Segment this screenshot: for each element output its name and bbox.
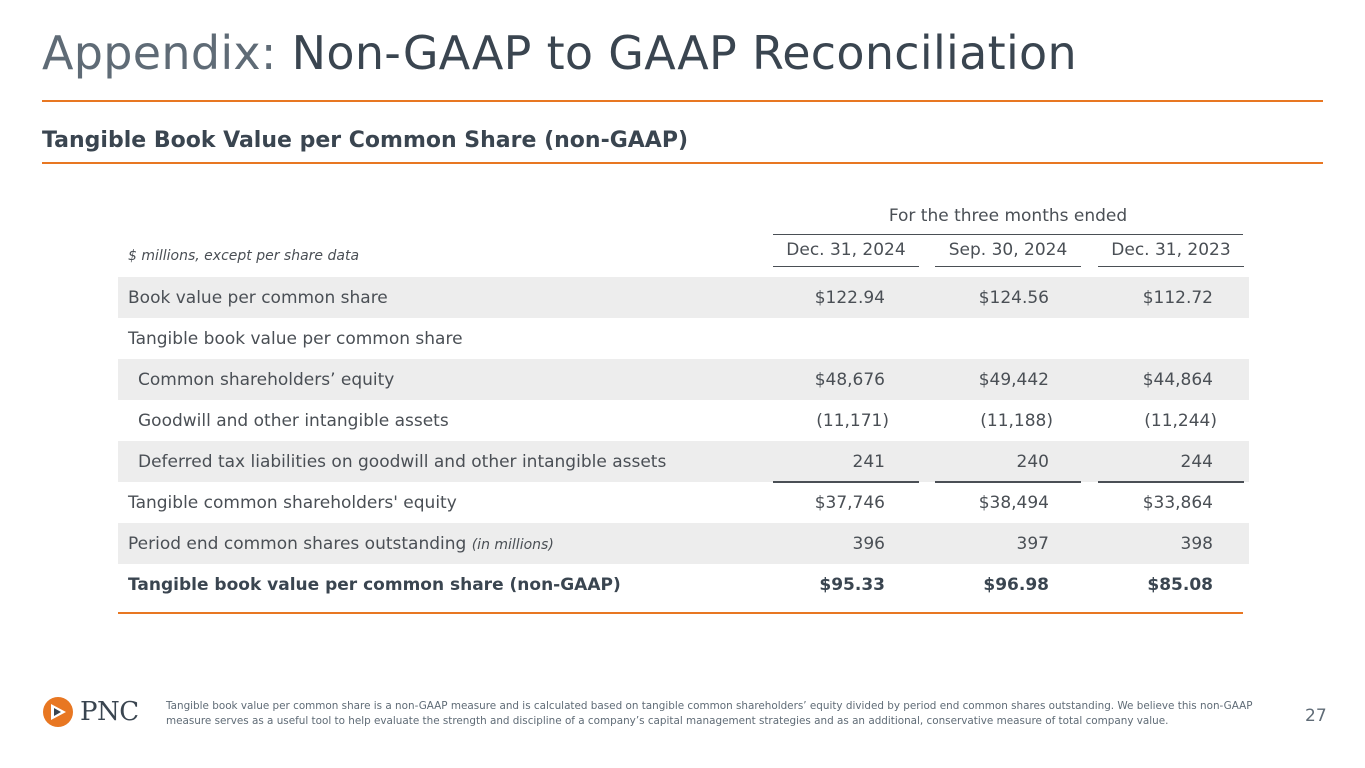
section-subtitle: Tangible Book Value per Common Share (no…	[42, 128, 688, 153]
cell-value: $44,864	[1142, 369, 1213, 390]
row-label: Tangible book value per common share (no…	[128, 574, 621, 595]
table-row: Tangible common shareholders' equity $37…	[118, 482, 1249, 523]
cell-value: $124.56	[978, 287, 1049, 308]
table-row: Common shareholders’ equity $48,676 $49,…	[118, 359, 1249, 400]
subtotal-rule	[773, 481, 919, 483]
cell-value: $95.33	[819, 574, 885, 595]
page-number: 27	[1305, 706, 1327, 726]
table-row: Period end common shares outstanding (in…	[118, 523, 1249, 564]
cell-value: $38,494	[978, 492, 1049, 513]
column-header-dec-2023: Dec. 31, 2023	[1098, 240, 1244, 267]
table-row: Deferred tax liabilities on goodwill and…	[118, 441, 1249, 482]
row-label-note: (in millions)	[471, 536, 554, 553]
row-label: Book value per common share	[128, 287, 388, 308]
cell-value: $33,864	[1142, 492, 1213, 513]
cell-value: (11,244)	[1144, 410, 1217, 431]
cell-value: 240	[1016, 451, 1049, 472]
cell-value: $48,676	[814, 369, 885, 390]
page-title: Appendix: Non-GAAP to GAAP Reconciliatio…	[42, 26, 1077, 80]
table-row-total: Tangible book value per common share (no…	[118, 564, 1249, 605]
column-header-dec-2024: Dec. 31, 2024	[773, 240, 919, 267]
row-label: Goodwill and other intangible assets	[138, 410, 449, 431]
cell-value: $122.94	[814, 287, 885, 308]
table-bottom-rule	[118, 612, 1243, 614]
cell-value: $37,746	[814, 492, 885, 513]
title-divider	[42, 100, 1323, 102]
title-main: Non-GAAP to GAAP Reconciliation	[291, 26, 1077, 80]
cell-value: $112.72	[1142, 287, 1213, 308]
table-row: Book value per common share $122.94 $124…	[118, 277, 1249, 318]
cell-value: 244	[1180, 451, 1213, 472]
row-label: Tangible book value per common share	[128, 328, 463, 349]
row-label: Period end common shares outstanding (in…	[128, 533, 554, 554]
cell-value: 398	[1180, 533, 1213, 554]
cell-value: $85.08	[1147, 574, 1213, 595]
subtitle-divider	[42, 162, 1323, 164]
row-label: Deferred tax liabilities on goodwill and…	[138, 451, 667, 472]
column-header-sep-2024: Sep. 30, 2024	[935, 240, 1081, 267]
pnc-logo-icon	[43, 697, 73, 727]
table-row: Goodwill and other intangible assets (11…	[118, 400, 1249, 441]
footnote: Tangible book value per common share is …	[166, 700, 1253, 727]
title-prefix: Appendix:	[42, 26, 277, 80]
subtotal-rule	[1098, 481, 1244, 483]
cell-value: 396	[852, 533, 885, 554]
row-label: Tangible common shareholders' equity	[128, 492, 457, 513]
cell-value: 397	[1016, 533, 1049, 554]
row-label: Common shareholders’ equity	[138, 369, 395, 390]
logo-text: PNC	[80, 697, 139, 727]
table-row: Tangible book value per common share	[118, 318, 1249, 359]
subtotal-rule	[935, 481, 1081, 483]
cell-value: (11,188)	[980, 410, 1053, 431]
pnc-logo: PNC	[42, 695, 152, 729]
period-header: For the three months ended	[888, 206, 1128, 226]
cell-value: 241	[852, 451, 885, 472]
period-header-rule	[773, 234, 1243, 235]
cell-value: $96.98	[983, 574, 1049, 595]
cell-value: $49,442	[978, 369, 1049, 390]
cell-value: (11,171)	[816, 410, 889, 431]
units-note: $ millions, except per share data	[128, 248, 360, 264]
